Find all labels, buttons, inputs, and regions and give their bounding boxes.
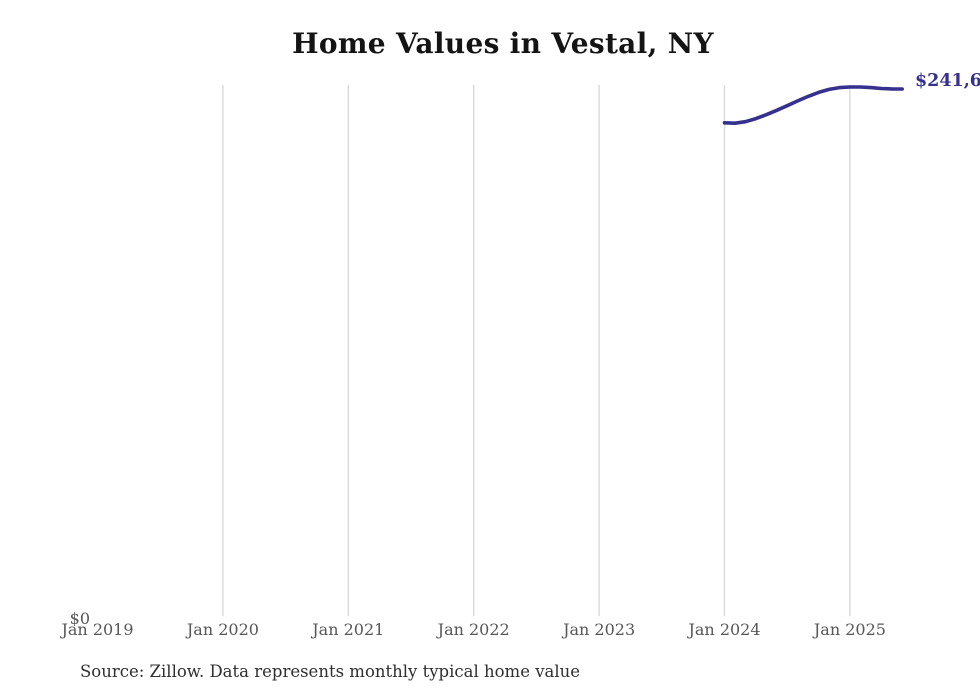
x-tick-label: Jan 2020: [186, 620, 259, 639]
x-tick-label: Jan 2021: [312, 620, 385, 639]
gridlines: [222, 85, 851, 616]
x-tick-label: Jan 2022: [437, 620, 510, 639]
chart-title: Home Values in Vestal, NY: [292, 27, 714, 60]
x-tick-label: Jan 2025: [813, 620, 886, 639]
x-tick-label: Jan 2023: [563, 620, 636, 639]
series-end-value-label: $241,6: [915, 71, 980, 91]
x-tick-label: Jan 2019: [61, 620, 134, 639]
y-axis-zero-label: $0: [69, 609, 90, 628]
value-line: [722, 85, 904, 125]
x-tick-label: Jan 2024: [688, 620, 761, 639]
source-note: Source: Zillow. Data represents monthly …: [80, 662, 581, 681]
